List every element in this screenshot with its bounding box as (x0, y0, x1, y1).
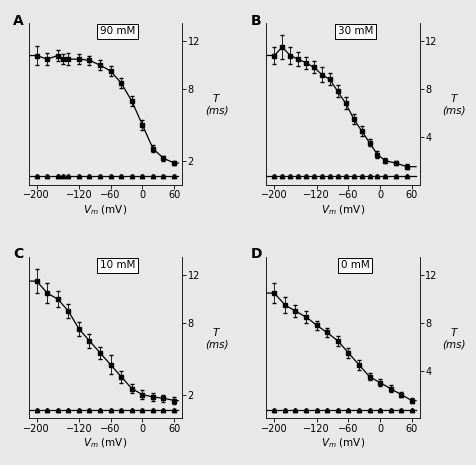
Y-axis label: $T$
(ms): $T$ (ms) (442, 92, 465, 116)
X-axis label: $V_m$ (mV): $V_m$ (mV) (83, 437, 127, 451)
X-axis label: $V_m$ (mV): $V_m$ (mV) (320, 437, 364, 451)
Text: 0 mM: 0 mM (340, 260, 369, 271)
Text: D: D (250, 247, 262, 261)
Y-axis label: $T$
(ms): $T$ (ms) (442, 326, 465, 350)
Text: 90 mM: 90 mM (99, 27, 135, 36)
Y-axis label: $T$
(ms): $T$ (ms) (204, 326, 228, 350)
X-axis label: $V_m$ (mV): $V_m$ (mV) (83, 203, 127, 217)
Text: B: B (250, 13, 261, 27)
Text: 10 mM: 10 mM (99, 260, 135, 271)
Text: 30 mM: 30 mM (337, 27, 372, 36)
Text: A: A (13, 13, 24, 27)
Text: C: C (13, 247, 23, 261)
Y-axis label: $T$
(ms): $T$ (ms) (204, 92, 228, 116)
X-axis label: $V_m$ (mV): $V_m$ (mV) (320, 203, 364, 217)
